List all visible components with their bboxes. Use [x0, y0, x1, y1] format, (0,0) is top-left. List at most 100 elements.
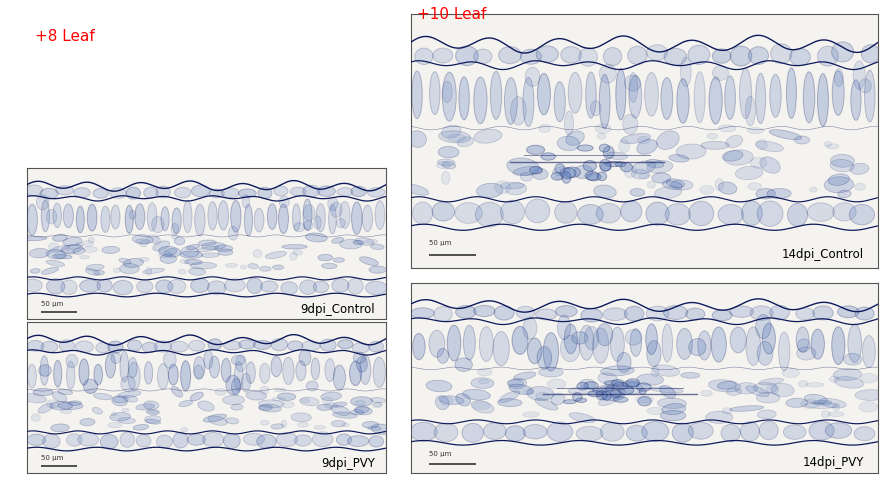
- Ellipse shape: [234, 362, 243, 391]
- Ellipse shape: [568, 387, 594, 394]
- Ellipse shape: [80, 256, 89, 259]
- Ellipse shape: [602, 48, 621, 66]
- Ellipse shape: [184, 260, 202, 265]
- Ellipse shape: [403, 184, 429, 196]
- Ellipse shape: [118, 391, 141, 398]
- Ellipse shape: [333, 258, 344, 263]
- Ellipse shape: [276, 433, 297, 447]
- Text: 50 μm: 50 μm: [429, 450, 451, 456]
- Ellipse shape: [596, 173, 606, 182]
- Ellipse shape: [429, 73, 439, 115]
- Ellipse shape: [755, 142, 782, 152]
- Ellipse shape: [787, 204, 806, 227]
- Ellipse shape: [621, 383, 642, 394]
- Ellipse shape: [547, 422, 572, 442]
- Ellipse shape: [56, 186, 74, 196]
- Ellipse shape: [231, 379, 240, 395]
- Ellipse shape: [582, 161, 595, 172]
- Ellipse shape: [301, 341, 320, 351]
- Ellipse shape: [157, 435, 172, 448]
- Ellipse shape: [559, 168, 575, 179]
- Ellipse shape: [224, 279, 245, 292]
- Ellipse shape: [48, 244, 58, 251]
- Ellipse shape: [429, 331, 445, 358]
- Ellipse shape: [637, 137, 649, 144]
- Ellipse shape: [80, 280, 100, 293]
- Ellipse shape: [351, 203, 361, 235]
- Ellipse shape: [121, 408, 128, 412]
- Ellipse shape: [102, 247, 120, 254]
- Ellipse shape: [52, 255, 72, 259]
- Ellipse shape: [849, 164, 867, 175]
- Ellipse shape: [462, 325, 475, 360]
- Ellipse shape: [370, 244, 384, 250]
- Ellipse shape: [436, 163, 449, 169]
- Ellipse shape: [58, 402, 83, 409]
- Ellipse shape: [317, 405, 331, 410]
- Ellipse shape: [622, 115, 637, 135]
- Ellipse shape: [729, 327, 745, 353]
- Text: 9dpi_PVY: 9dpi_PVY: [321, 456, 375, 469]
- Ellipse shape: [317, 186, 335, 197]
- Ellipse shape: [612, 383, 627, 390]
- Ellipse shape: [181, 361, 190, 391]
- Ellipse shape: [714, 179, 723, 191]
- Ellipse shape: [328, 205, 336, 234]
- Ellipse shape: [610, 390, 621, 397]
- Ellipse shape: [820, 411, 829, 418]
- Ellipse shape: [203, 414, 226, 422]
- Ellipse shape: [86, 264, 104, 271]
- Ellipse shape: [509, 385, 532, 395]
- Ellipse shape: [646, 341, 660, 367]
- Ellipse shape: [369, 436, 384, 447]
- Ellipse shape: [455, 47, 478, 66]
- Ellipse shape: [111, 353, 120, 364]
- Ellipse shape: [41, 342, 58, 353]
- Ellipse shape: [369, 342, 383, 352]
- Ellipse shape: [610, 327, 624, 362]
- Ellipse shape: [144, 416, 160, 423]
- Ellipse shape: [67, 245, 81, 249]
- Ellipse shape: [561, 172, 571, 184]
- Ellipse shape: [638, 174, 649, 180]
- Ellipse shape: [595, 124, 610, 134]
- Ellipse shape: [617, 353, 631, 373]
- Ellipse shape: [848, 205, 874, 225]
- Ellipse shape: [507, 380, 523, 387]
- Ellipse shape: [577, 205, 602, 225]
- Ellipse shape: [595, 387, 624, 401]
- Ellipse shape: [563, 168, 579, 178]
- Ellipse shape: [254, 209, 264, 232]
- Ellipse shape: [809, 187, 816, 193]
- Ellipse shape: [752, 383, 776, 393]
- Ellipse shape: [324, 359, 335, 382]
- Ellipse shape: [339, 202, 350, 229]
- Ellipse shape: [631, 170, 649, 180]
- Ellipse shape: [439, 396, 463, 405]
- Ellipse shape: [599, 160, 610, 172]
- Ellipse shape: [516, 306, 534, 319]
- Ellipse shape: [142, 343, 157, 353]
- Ellipse shape: [167, 280, 185, 294]
- Ellipse shape: [93, 393, 113, 400]
- Ellipse shape: [766, 189, 790, 199]
- Ellipse shape: [831, 43, 852, 63]
- Ellipse shape: [133, 425, 149, 430]
- Ellipse shape: [194, 205, 205, 236]
- Ellipse shape: [645, 324, 657, 355]
- Ellipse shape: [540, 154, 555, 161]
- Ellipse shape: [409, 423, 437, 441]
- Ellipse shape: [748, 48, 767, 65]
- Ellipse shape: [146, 410, 159, 415]
- Ellipse shape: [831, 72, 843, 116]
- Ellipse shape: [828, 376, 838, 383]
- Ellipse shape: [60, 409, 72, 414]
- Ellipse shape: [54, 361, 62, 387]
- Ellipse shape: [313, 282, 329, 293]
- Ellipse shape: [238, 189, 256, 198]
- Ellipse shape: [554, 202, 576, 224]
- Ellipse shape: [717, 205, 742, 225]
- Ellipse shape: [569, 413, 595, 423]
- Text: 14dpi_Control: 14dpi_Control: [781, 248, 863, 261]
- Ellipse shape: [441, 162, 455, 169]
